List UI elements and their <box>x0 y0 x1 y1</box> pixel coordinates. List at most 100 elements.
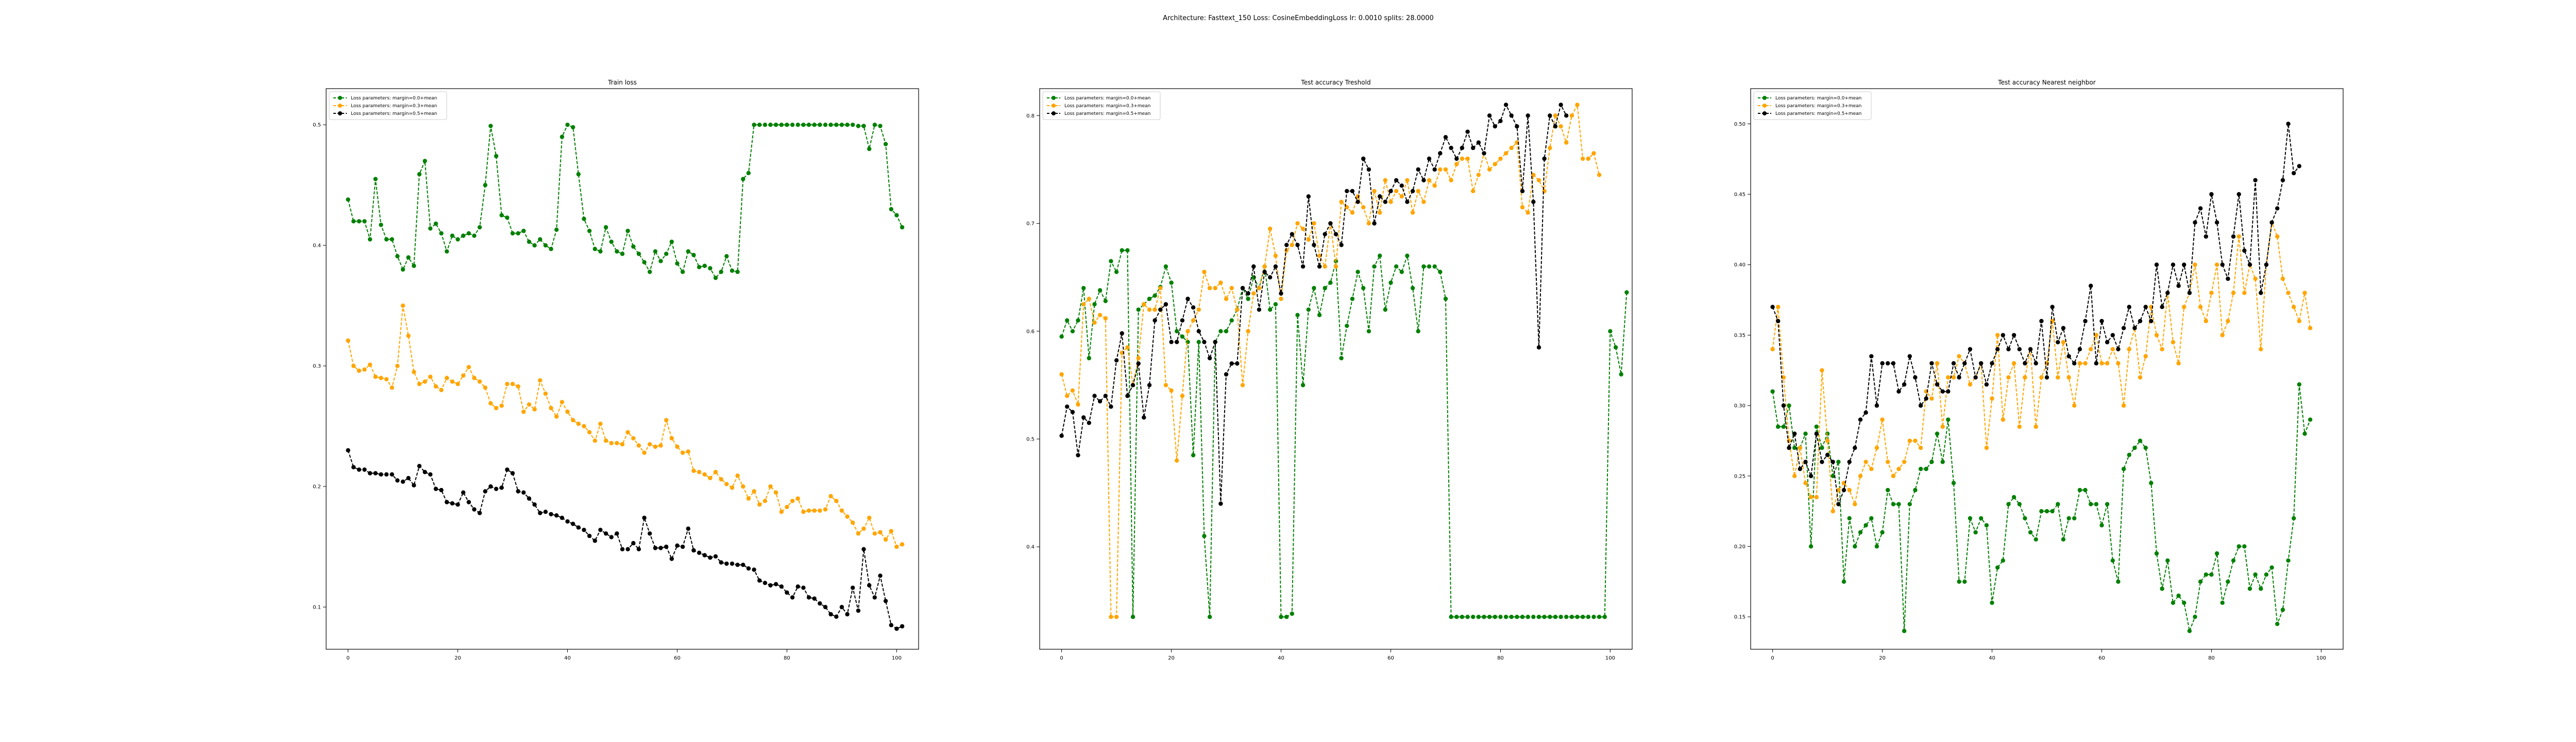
data-point <box>1891 502 1896 507</box>
data-point <box>1284 248 1289 252</box>
x-tick-label: 60 <box>2098 655 2105 661</box>
data-point <box>1814 431 1819 436</box>
data-point <box>785 590 789 595</box>
data-point <box>2001 333 2005 338</box>
legend-label: Loss parameters: margin=0.5+mean <box>1775 111 1861 116</box>
data-point <box>746 171 751 175</box>
data-point <box>362 367 367 372</box>
data-point <box>1808 495 1814 499</box>
data-point <box>1130 615 1136 619</box>
data-point <box>2242 248 2247 253</box>
data-point <box>373 375 378 379</box>
figure-suptitle: Architecture: Fasttext_150 Loss: CosineE… <box>1163 14 1434 22</box>
legend-label: Loss parameters: margin=0.3+mean <box>1775 104 1861 109</box>
data-point <box>2231 234 2236 239</box>
data-point <box>516 384 520 389</box>
data-point <box>2182 305 2187 309</box>
data-point <box>598 528 603 532</box>
data-point <box>1841 579 1846 584</box>
x-tick-label: 100 <box>1605 655 1615 661</box>
data-point <box>1808 474 1814 478</box>
data-point <box>428 472 433 477</box>
data-point <box>1509 145 1514 150</box>
legend-marker <box>1052 104 1056 108</box>
data-point <box>812 596 817 601</box>
data-point <box>1487 615 1492 619</box>
data-point <box>1787 445 1791 450</box>
data-point <box>1427 178 1432 182</box>
y-tick-label: 0.6 <box>1026 329 1035 334</box>
data-point <box>735 473 740 478</box>
data-point <box>400 303 405 308</box>
data-point <box>1383 199 1387 204</box>
data-point <box>653 444 658 449</box>
data-point <box>1449 145 1453 150</box>
data-point <box>1262 269 1267 274</box>
data-point <box>598 249 603 254</box>
data-point <box>1235 307 1240 312</box>
data-point <box>527 496 532 501</box>
data-point <box>741 177 745 181</box>
legend-marker <box>338 96 342 100</box>
data-point <box>2275 206 2280 211</box>
data-point <box>505 467 510 472</box>
data-point <box>872 531 877 536</box>
data-point <box>1613 345 1618 350</box>
data-point <box>1196 329 1201 333</box>
data-point <box>1300 264 1306 269</box>
data-point <box>1306 237 1311 242</box>
data-point <box>1564 615 1569 619</box>
x-tick-label: 40 <box>1989 655 1995 661</box>
legend: Loss parameters: margin=0.0+mean Loss par… <box>1042 91 1161 120</box>
data-point <box>2089 347 2093 351</box>
data-point <box>1196 340 1201 344</box>
y-tick-label: 0.2 <box>313 484 321 490</box>
data-point <box>1279 296 1283 301</box>
data-point <box>1520 205 1525 210</box>
data-point <box>384 377 389 382</box>
data-point <box>2231 558 2236 563</box>
data-point <box>1312 285 1316 291</box>
data-point <box>532 407 537 412</box>
data-point <box>1808 544 1814 549</box>
data-point <box>571 418 575 423</box>
data-point <box>532 502 537 507</box>
data-point <box>1185 296 1190 301</box>
data-point <box>445 376 449 380</box>
data-point <box>2209 572 2214 577</box>
chart-title: Test accuracy Treshold <box>1300 79 1370 86</box>
data-point <box>1378 210 1382 215</box>
data-point <box>499 485 504 490</box>
data-point <box>368 471 372 476</box>
data-point <box>1886 487 1890 493</box>
data-point <box>669 436 674 441</box>
data-point <box>1218 501 1223 506</box>
data-point <box>1798 445 1802 450</box>
data-point <box>1542 615 1547 619</box>
data-point <box>1361 205 1366 210</box>
data-point <box>2176 361 2181 366</box>
data-point <box>346 197 350 202</box>
data-point <box>477 225 482 230</box>
data-point <box>389 385 394 390</box>
data-point <box>2242 291 2247 295</box>
data-point <box>620 442 625 447</box>
data-point <box>1531 199 1536 204</box>
data-point <box>1317 313 1322 317</box>
data-point <box>883 599 888 603</box>
data-point <box>549 512 553 517</box>
data-point <box>538 237 543 242</box>
series-1 <box>346 123 905 280</box>
data-point <box>516 231 520 235</box>
data-point <box>795 584 800 589</box>
data-point <box>894 627 899 631</box>
data-point <box>2099 361 2104 366</box>
data-point <box>1224 372 1229 377</box>
data-point <box>1438 151 1443 156</box>
data-point <box>554 513 559 518</box>
data-point <box>1257 307 1262 312</box>
data-point <box>2050 509 2055 514</box>
data-point <box>422 379 427 384</box>
data-point <box>1427 264 1432 269</box>
data-point <box>757 578 762 583</box>
